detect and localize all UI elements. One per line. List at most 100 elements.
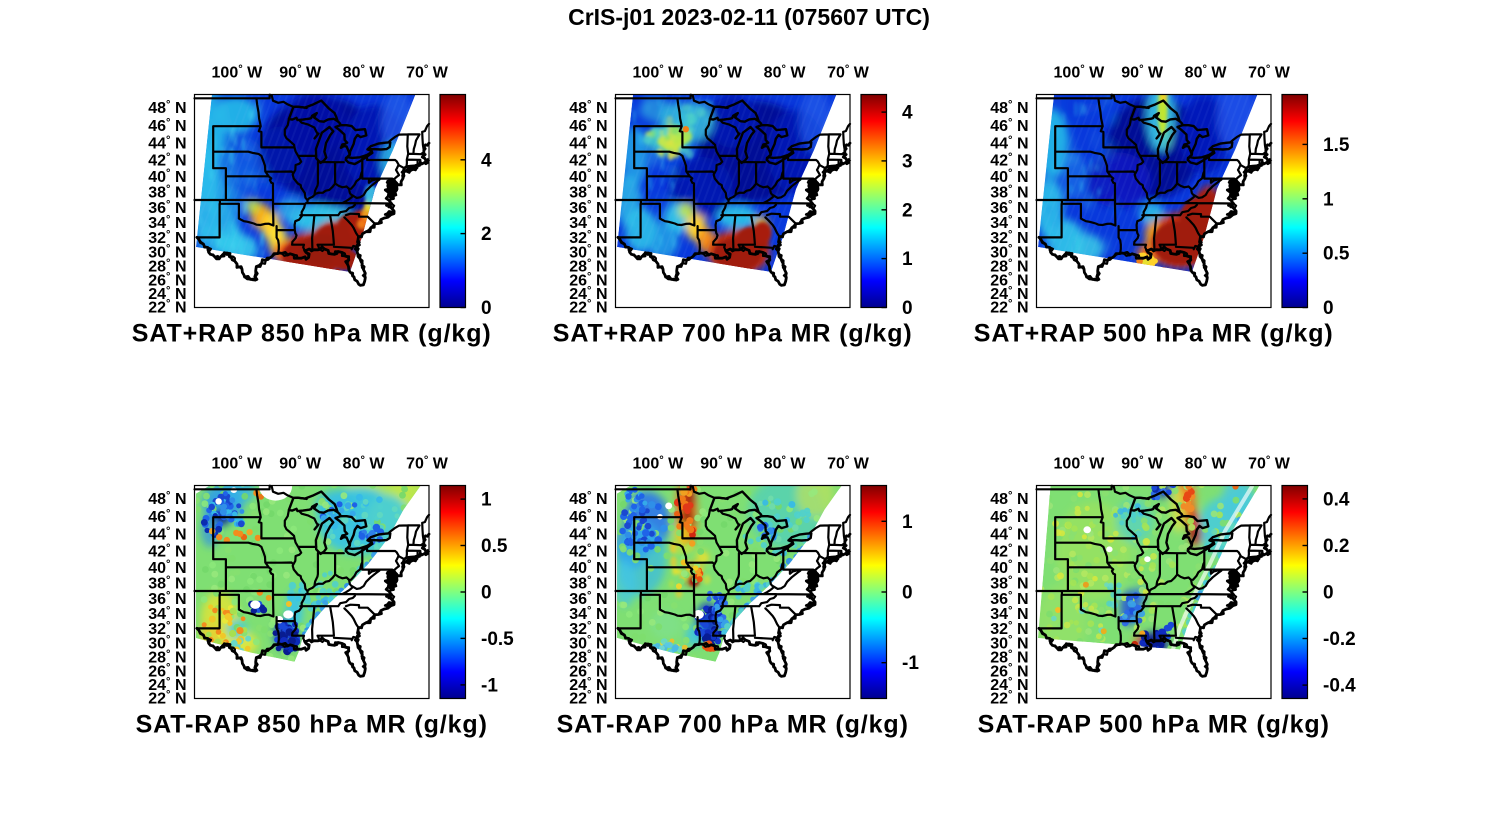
svg-text:24° N: 24° N [569,676,607,694]
svg-text:48° N: 48° N [569,99,607,117]
svg-text:38° N: 38° N [990,184,1028,202]
svg-text:26° N: 26° N [148,662,186,680]
svg-text:48° N: 48° N [148,99,186,117]
svg-text:1: 1 [902,249,913,270]
svg-text:90° W: 90° W [1121,454,1164,472]
svg-text:90° W: 90° W [700,63,743,81]
svg-text:32° N: 32° N [569,620,607,638]
svg-text:0.4: 0.4 [1323,489,1350,510]
svg-text:0: 0 [1323,298,1334,319]
svg-text:44° N: 44° N [569,135,607,153]
svg-text:46° N: 46° N [990,117,1028,135]
svg-text:48° N: 48° N [148,490,186,508]
svg-text:28° N: 28° N [569,648,607,666]
svg-text:42° N: 42° N [990,542,1028,560]
svg-text:34° N: 34° N [148,214,186,232]
svg-text:1: 1 [481,490,492,511]
svg-text:30° N: 30° N [990,634,1028,652]
svg-text:26° N: 26° N [148,271,186,289]
svg-text:24° N: 24° N [990,676,1028,694]
svg-text:1: 1 [902,512,913,533]
svg-text:46° N: 46° N [569,117,607,135]
svg-text:46° N: 46° N [148,508,186,526]
svg-text:44° N: 44° N [148,526,186,544]
svg-text:90° W: 90° W [1121,63,1164,81]
svg-text:38° N: 38° N [990,575,1028,593]
svg-text:40° N: 40° N [569,559,607,577]
svg-text:34° N: 34° N [148,605,186,623]
svg-text:70° W: 70° W [1248,454,1291,472]
svg-text:90° W: 90° W [279,63,322,81]
svg-text:30° N: 30° N [569,634,607,652]
svg-text:SAT-RAP 500 hPa MR (g/kg): SAT-RAP 500 hPa MR (g/kg) [978,711,1330,739]
svg-text:100° W: 100° W [633,63,685,81]
svg-text:1: 1 [1323,189,1334,210]
svg-text:-1: -1 [902,653,919,674]
svg-text:22° N: 22° N [990,298,1028,316]
svg-text:22° N: 22° N [148,689,186,707]
svg-text:44° N: 44° N [990,526,1028,544]
svg-text:100° W: 100° W [212,63,264,81]
svg-text:32° N: 32° N [990,229,1028,247]
svg-text:36° N: 36° N [569,590,607,608]
svg-text:3: 3 [902,151,913,172]
svg-text:28° N: 28° N [148,257,186,275]
svg-text:80° W: 80° W [764,454,807,472]
svg-text:100° W: 100° W [1054,63,1106,81]
svg-text:30° N: 30° N [148,243,186,261]
svg-text:44° N: 44° N [990,135,1028,153]
svg-text:32° N: 32° N [148,229,186,247]
svg-text:48° N: 48° N [990,99,1028,117]
svg-text:24° N: 24° N [148,676,186,694]
svg-text:0.5: 0.5 [481,536,508,557]
svg-text:28° N: 28° N [990,648,1028,666]
svg-text:26° N: 26° N [569,662,607,680]
svg-text:80° W: 80° W [343,454,386,472]
svg-text:80° W: 80° W [764,63,807,81]
svg-text:38° N: 38° N [148,575,186,593]
svg-text:38° N: 38° N [569,184,607,202]
svg-text:SAT-RAP 850 hPa MR (g/kg): SAT-RAP 850 hPa MR (g/kg) [136,711,488,739]
svg-text:2: 2 [481,224,492,245]
svg-text:34° N: 34° N [990,214,1028,232]
svg-text:22° N: 22° N [569,689,607,707]
svg-text:SAT+RAP 700 hPa MR (g/kg): SAT+RAP 700 hPa MR (g/kg) [553,320,913,348]
svg-text:SAT-RAP 700 hPa MR (g/kg): SAT-RAP 700 hPa MR (g/kg) [557,711,909,739]
svg-text:30° N: 30° N [990,243,1028,261]
svg-text:22° N: 22° N [148,298,186,316]
svg-text:38° N: 38° N [569,575,607,593]
svg-text:36° N: 36° N [569,199,607,217]
svg-text:70° W: 70° W [1248,63,1291,81]
svg-text:26° N: 26° N [990,271,1028,289]
svg-text:36° N: 36° N [990,590,1028,608]
svg-text:70° W: 70° W [827,454,870,472]
svg-text:40° N: 40° N [148,559,186,577]
svg-text:100° W: 100° W [633,454,685,472]
svg-text:22° N: 22° N [990,689,1028,707]
svg-text:28° N: 28° N [990,257,1028,275]
svg-text:0: 0 [481,298,492,319]
svg-text:42° N: 42° N [569,151,607,169]
svg-text:44° N: 44° N [148,135,186,153]
svg-text:80° W: 80° W [343,63,386,81]
svg-text:24° N: 24° N [148,285,186,303]
svg-text:70° W: 70° W [827,63,870,81]
svg-text:4: 4 [902,103,913,124]
svg-text:40° N: 40° N [148,168,186,186]
svg-text:36° N: 36° N [990,199,1028,217]
svg-text:-0.5: -0.5 [481,629,514,650]
svg-text:24° N: 24° N [990,285,1028,303]
svg-text:80° W: 80° W [1185,454,1228,472]
svg-text:24° N: 24° N [569,285,607,303]
svg-text:SAT+RAP 850 hPa MR (g/kg): SAT+RAP 850 hPa MR (g/kg) [132,320,492,348]
svg-text:1.5: 1.5 [1323,135,1350,156]
svg-text:0.2: 0.2 [1323,536,1349,557]
svg-text:36° N: 36° N [148,590,186,608]
svg-text:32° N: 32° N [148,620,186,638]
svg-text:26° N: 26° N [569,271,607,289]
svg-text:34° N: 34° N [569,605,607,623]
svg-text:SAT+RAP 500 hPa MR (g/kg): SAT+RAP 500 hPa MR (g/kg) [974,320,1334,348]
svg-text:40° N: 40° N [569,168,607,186]
svg-text:34° N: 34° N [569,214,607,232]
svg-text:32° N: 32° N [569,229,607,247]
